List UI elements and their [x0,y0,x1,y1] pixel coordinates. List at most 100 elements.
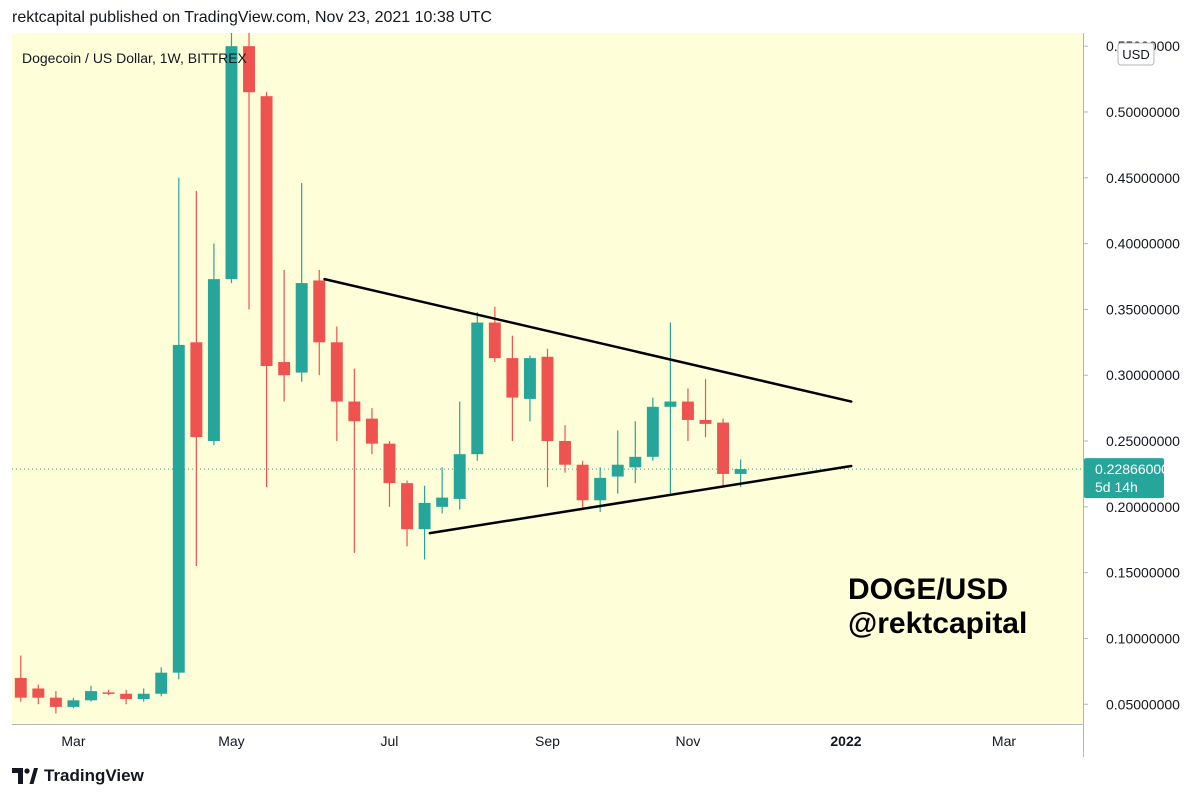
candle-body [523,358,536,399]
current-price-label: 0.22866000 5d 14h [1084,458,1169,499]
candle [471,312,484,461]
candle-body [172,344,185,673]
price-tick-label: 0.40000000 [1106,236,1180,252]
candle [365,408,378,455]
candle-body [348,401,361,422]
candle [453,401,466,510]
price-tick-label: 0.30000000 [1106,367,1180,383]
candle-body [155,672,168,694]
candle-body [49,697,62,707]
current-price-box [1084,458,1164,499]
candle [120,689,133,705]
time-tick-label: 2022 [830,733,861,749]
candle-body [102,692,115,694]
candle-body [67,700,80,707]
candle [14,655,27,702]
candle-body [418,502,431,530]
candle-body [295,283,308,373]
bar-countdown: 5d 14h [1095,479,1138,495]
candle-body [471,322,484,455]
candle-body [629,456,642,468]
publish-info: rektcapital published on TradingView.com… [12,9,492,26]
candle [664,322,677,494]
candle-body [330,342,343,402]
candle-body [85,691,97,701]
candle [418,485,431,560]
candle-body [488,322,501,359]
candle [436,467,449,514]
candle [488,306,501,363]
candle [646,397,659,461]
candle-body [506,358,519,398]
candle [49,691,62,714]
candle-body [664,401,677,407]
candle-body [225,46,238,280]
candlestick-chart[interactable]: Dogecoin / US Dollar, 1W, BITTREX DOGE/U… [12,33,1188,757]
candle [383,441,396,507]
candle-body [207,279,220,442]
candle-body [365,418,378,444]
annotation-pair: DOGE/USD [848,573,1008,606]
price-tick-label: 0.10000000 [1106,630,1180,646]
candle-body [699,419,712,424]
candle-body [681,401,694,420]
price-tick-label: 0.20000000 [1106,499,1180,515]
time-tick-label: May [218,733,244,749]
price-tick-label: 0.50000000 [1106,104,1180,120]
current-price-value: 0.22866000 [1095,461,1169,477]
tradingview-logo-icon [12,768,38,784]
candle [155,667,168,697]
candle-body [436,497,449,507]
candle-body [313,280,326,343]
candle-body [120,693,133,699]
candle-body [734,469,747,474]
candle [523,355,536,422]
candle [207,243,220,445]
candle [243,33,255,310]
time-tick-label: Jul [381,733,399,749]
price-tick-label: 0.45000000 [1106,170,1180,186]
candle [594,467,607,513]
candle-body [541,356,554,442]
candle [717,418,730,486]
candle-body [14,677,27,698]
annotation-author: @rektcapital [848,607,1027,640]
candle [401,480,414,547]
candle [102,689,115,696]
candle-body [32,688,45,698]
candle [313,269,326,376]
candle [32,684,45,705]
candle-body [243,46,255,93]
price-tick-label: 0.25000000 [1106,433,1180,449]
candle [260,92,273,488]
candle [629,421,642,484]
chart-area[interactable]: Dogecoin / US Dollar, 1W, BITTREX DOGE/U… [12,33,1188,757]
candle [348,368,361,553]
candle-body [278,362,291,376]
candle [295,183,308,382]
candle-body [383,443,396,484]
trendline-lower [428,464,853,535]
trendline-upper [323,277,853,403]
candle-body [594,477,607,501]
candle-body [646,406,659,457]
candle [85,685,97,702]
candle-body [453,454,466,499]
candle [681,388,694,442]
currency-label: USD [1122,47,1149,62]
price-tick-label: 0.35000000 [1106,301,1180,317]
time-tick-label: Mar [61,733,85,749]
candle [330,326,343,442]
candle [506,335,519,442]
candle [611,430,624,494]
candle [225,33,238,284]
candle [137,688,150,702]
candle [172,177,185,680]
candle [67,697,80,709]
time-tick-label: Mar [992,733,1016,749]
candle-body [260,96,273,366]
price-tick-label: 0.05000000 [1106,696,1180,712]
currency-badge[interactable]: USD [1117,42,1155,66]
candle-body [576,464,589,501]
candle-body [717,422,730,474]
